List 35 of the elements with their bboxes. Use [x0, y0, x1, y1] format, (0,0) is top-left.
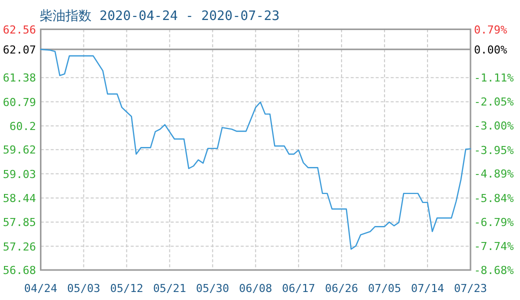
- y-tick-label: 59.62: [2, 144, 36, 157]
- y-tick-label: 61.38: [2, 72, 36, 85]
- x-tick-label: 06/26: [324, 282, 358, 295]
- x-tick-label: 07/23: [454, 282, 488, 295]
- y-tick-label: 57.85: [2, 216, 36, 230]
- y2-tick-label: 0.79%: [474, 23, 508, 36]
- y-tick-label: 57.26: [2, 240, 36, 254]
- y2-tick-label: -7.74%: [474, 240, 514, 254]
- y2-tick-label: -3.00%: [474, 120, 514, 133]
- x-tick-label: 05/12: [110, 282, 144, 295]
- y-tick-label: 56.68: [2, 264, 36, 277]
- y-tick-label: 58.44: [2, 192, 36, 205]
- line-series: [40, 48, 472, 250]
- y2-tick-label: 0.00%: [474, 43, 508, 56]
- title: 柴油指数 2020-04-24 - 2020-07-23: [40, 9, 280, 24]
- x-tick-label: 05/21: [153, 282, 186, 295]
- y2-tick-label: -8.68%: [474, 264, 514, 277]
- y2-tick-label: -1.11%: [474, 72, 514, 85]
- y2-tick-label: -4.89%: [474, 168, 514, 181]
- x-tick-label: 04/24: [24, 282, 58, 295]
- x-tick-label: 05/30: [196, 282, 230, 295]
- x-tick-label: 07/14: [410, 282, 444, 295]
- y2-tick-label: -2.05%: [474, 95, 514, 108]
- x-tick-label: 06/08: [239, 282, 272, 295]
- y-tick-label: 59.03: [2, 168, 36, 181]
- y2-tick-label: -3.95%: [474, 144, 514, 157]
- y-tick-label: 62.07: [2, 43, 36, 56]
- x-tick-label: 07/05: [368, 282, 402, 295]
- y-tick-label: 60.2: [10, 120, 36, 133]
- y2-tick-label: -5.84%: [474, 192, 514, 205]
- y2-tick-label: -6.79%: [474, 216, 514, 229]
- x-tick-label: 06/17: [282, 282, 316, 295]
- y-tick-label: 60.79: [2, 96, 36, 109]
- y-tick-label: 62.56: [2, 23, 36, 36]
- x-tick-label: 05/03: [67, 282, 100, 295]
